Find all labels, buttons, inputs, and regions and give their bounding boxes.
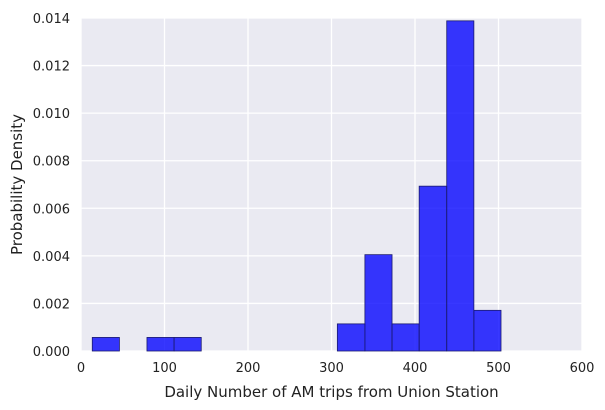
histogram-bars xyxy=(91,20,502,352)
y-tick-label: 0.002 xyxy=(33,297,70,312)
histogram-bar xyxy=(91,337,120,352)
histogram-bar xyxy=(364,254,393,352)
y-tick-label: 0.000 xyxy=(33,345,70,360)
x-tick-label: 400 xyxy=(403,361,428,376)
x-tick-label: 300 xyxy=(319,361,344,376)
y-tick-label: 0.006 xyxy=(33,202,70,217)
histogram-bar xyxy=(146,337,175,352)
histogram-bar xyxy=(418,185,448,352)
x-tick-label: 100 xyxy=(152,361,177,376)
y-axis-label: Probability Density xyxy=(8,114,26,255)
histogram-bar xyxy=(336,323,366,352)
x-tick-label: 200 xyxy=(236,361,261,376)
y-tick-label: 0.012 xyxy=(33,60,70,75)
y-axis-ticks: 0.000 0.002 0.004 0.006 0.008 0.010 0.012 0.014 xyxy=(33,12,70,360)
x-axis-label: Daily Number of AM trips from Union Stat… xyxy=(164,383,498,401)
histogram-bar xyxy=(173,337,202,352)
y-tick-label: 0.004 xyxy=(33,250,70,265)
histogram-bar xyxy=(473,309,502,352)
y-tick-label: 0.014 xyxy=(33,12,70,27)
x-axis-ticks: 0 100 200 300 400 500 600 xyxy=(77,361,595,376)
y-tick-label: 0.008 xyxy=(33,155,70,170)
y-tick-label: 0.010 xyxy=(33,107,70,122)
x-tick-label: 600 xyxy=(570,361,595,376)
histogram-bar xyxy=(391,323,420,352)
histogram-bar xyxy=(446,20,475,352)
x-tick-label: 0 xyxy=(77,361,85,376)
x-tick-label: 500 xyxy=(486,361,511,376)
